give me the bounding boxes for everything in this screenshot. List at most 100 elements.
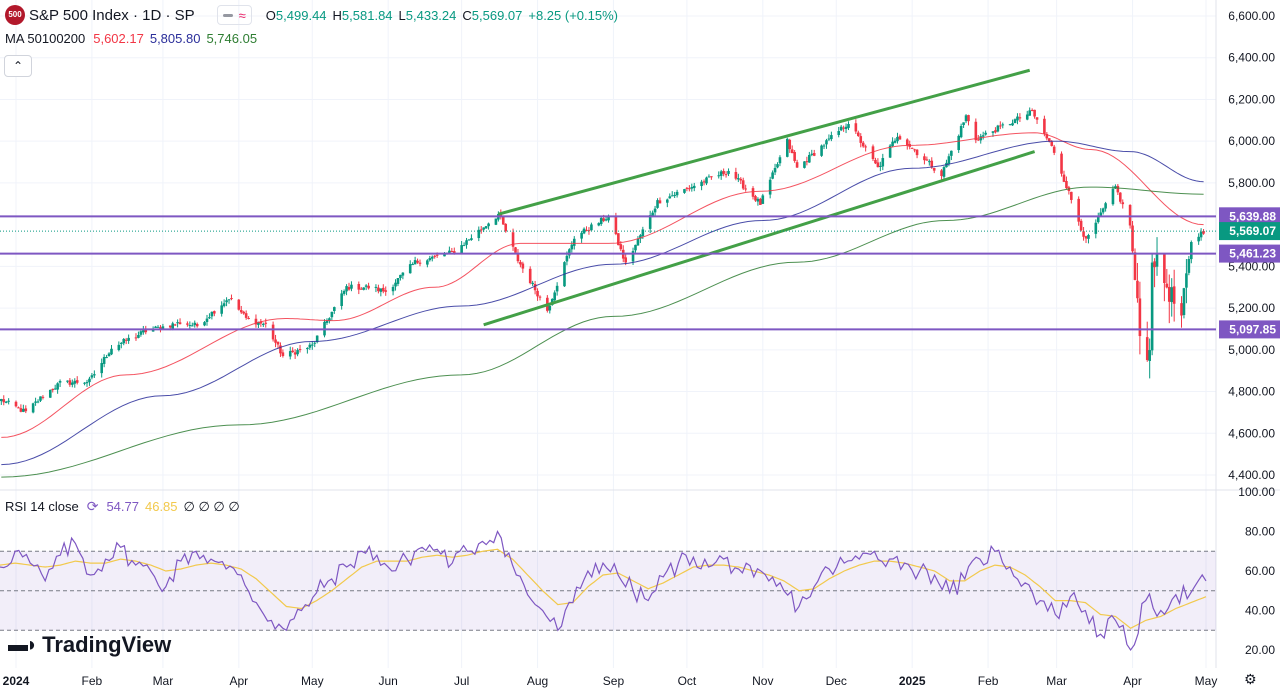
- candle-body: [1062, 174, 1066, 182]
- candle-body: [271, 324, 275, 340]
- time-tick-label: 2024: [3, 674, 30, 688]
- candle-body: [401, 272, 405, 276]
- candle-body: [168, 325, 172, 328]
- gear-icon[interactable]: ⚙: [1244, 671, 1257, 687]
- candle-body: [450, 251, 454, 253]
- candle-body: [117, 344, 121, 351]
- open-value: 5,499.44: [275, 7, 327, 23]
- candle-body: [73, 380, 77, 384]
- candle-body: [932, 168, 936, 171]
- candle-body: [1013, 119, 1017, 124]
- candle-body: [1096, 215, 1100, 223]
- rsi-tick-label: 80.00: [1245, 525, 1275, 539]
- collapse-legend-button[interactable]: ⌃: [4, 55, 32, 77]
- candle-body: [399, 274, 402, 279]
- time-tick-label: Aug: [527, 674, 548, 688]
- candle-body: [844, 126, 848, 130]
- candle-body: [119, 342, 123, 344]
- candle-body: [761, 195, 765, 204]
- candle-body: [1187, 259, 1191, 273]
- index-badge[interactable]: 500: [5, 5, 25, 25]
- time-tick-label: Mar: [1046, 674, 1067, 688]
- candle-body: [771, 172, 774, 179]
- candle-body: [580, 232, 583, 239]
- candle-body: [205, 318, 209, 322]
- candle-body: [915, 149, 919, 156]
- candle-body: [171, 323, 175, 329]
- candle-body: [857, 132, 860, 136]
- candle-body: [306, 347, 309, 350]
- candle-body: [675, 191, 679, 196]
- tradingview-logo[interactable]: ▬◗ TradingView: [8, 632, 171, 658]
- sync-icon[interactable]: ⟳: [86, 498, 99, 514]
- candle-body: [484, 226, 488, 229]
- candle-body: [984, 132, 987, 135]
- candle-body: [957, 135, 960, 151]
- channel-lower-line: [483, 150, 1036, 327]
- candle-body: [482, 227, 485, 230]
- candle-body: [362, 287, 365, 290]
- rsi-value: 54.77: [106, 499, 139, 514]
- candle-body: [144, 329, 148, 333]
- time-tick-label: May: [301, 674, 324, 688]
- candle-body: [859, 136, 863, 143]
- symbol-title[interactable]: S&P 500 Index · 1D · SP: [29, 6, 195, 24]
- price-tick-label: 5,400.00: [1228, 259, 1275, 273]
- candle-body: [1119, 192, 1122, 202]
- candle-body: [51, 388, 55, 391]
- candle-body: [744, 188, 747, 190]
- ma-label: MA 50100200: [5, 31, 86, 46]
- candle-body: [105, 357, 108, 359]
- candle-body: [568, 249, 571, 256]
- candle-body: [710, 176, 713, 178]
- candle-body: [262, 323, 265, 325]
- candle-body: [928, 161, 931, 163]
- candle-body: [854, 123, 858, 132]
- candle-body: [614, 216, 618, 235]
- candle-body: [1133, 252, 1137, 280]
- candle-body: [999, 125, 1002, 127]
- candle-body: [888, 145, 892, 158]
- candle-body: [88, 378, 91, 383]
- candle-body: [538, 296, 542, 298]
- candle-body: [504, 223, 508, 232]
- candle-body: [1150, 262, 1154, 351]
- time-tick-label: Apr: [229, 674, 248, 688]
- candle-body: [190, 325, 194, 327]
- candle-body: [1035, 117, 1039, 120]
- candle-body: [208, 317, 211, 319]
- ma-legend[interactable]: MA 50100200 5,602.17 5,805.80 5,746.05: [5, 31, 257, 46]
- rsi-tick-label: 40.00: [1245, 604, 1275, 618]
- candle-body: [257, 322, 260, 325]
- candle-body: [898, 136, 902, 140]
- candle-body: [893, 140, 897, 143]
- candle-body: [66, 380, 69, 382]
- candle-body: [494, 218, 498, 225]
- candle-body: [31, 403, 35, 413]
- candle-body: [39, 396, 42, 401]
- candle-body: [225, 300, 228, 303]
- candle-body: [528, 268, 532, 284]
- candle-body: [227, 299, 231, 301]
- candle-body: [1065, 181, 1068, 189]
- candle-body: [357, 284, 361, 290]
- ma50-value: 5,602.17: [93, 31, 144, 46]
- candle-body: [692, 185, 696, 189]
- price-tick-label: 4,600.00: [1228, 426, 1275, 440]
- candle-body: [624, 257, 627, 263]
- candle-body: [288, 351, 292, 357]
- candle-body: [237, 299, 241, 310]
- candle-body: [830, 135, 833, 140]
- level-price-label: 5,097.85: [1229, 322, 1276, 336]
- candle-body: [1104, 203, 1107, 209]
- candle-body: [239, 310, 243, 313]
- candle-body: [222, 303, 226, 307]
- chart-style-toggle[interactable]: ≈: [216, 5, 252, 25]
- candle-body: [36, 401, 40, 403]
- candle-body: [1172, 286, 1176, 304]
- candle-body: [658, 200, 662, 204]
- rsi-legend[interactable]: RSI 14 close ⟳ 54.77 46.85 ∅ ∅ ∅ ∅: [5, 498, 240, 515]
- candle-body: [364, 285, 368, 287]
- candle-body: [426, 260, 429, 265]
